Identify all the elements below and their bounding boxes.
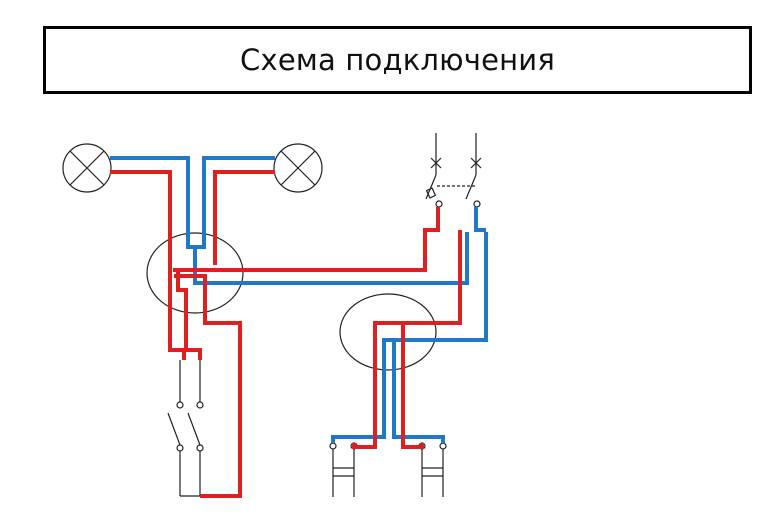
double-breaker	[425, 133, 482, 208]
socket-left	[329, 442, 358, 497]
phase-wires	[110, 170, 462, 498]
junction-box-right	[339, 293, 437, 371]
title-frame: Схема подключения	[43, 26, 752, 94]
lamp-left	[62, 143, 112, 193]
lamp-right	[273, 143, 323, 193]
neutral-wires	[110, 156, 488, 443]
double-switch	[167, 360, 204, 497]
page-title: Схема подключения	[240, 43, 555, 77]
socket-right	[418, 442, 447, 497]
junction-box-left	[146, 232, 244, 314]
